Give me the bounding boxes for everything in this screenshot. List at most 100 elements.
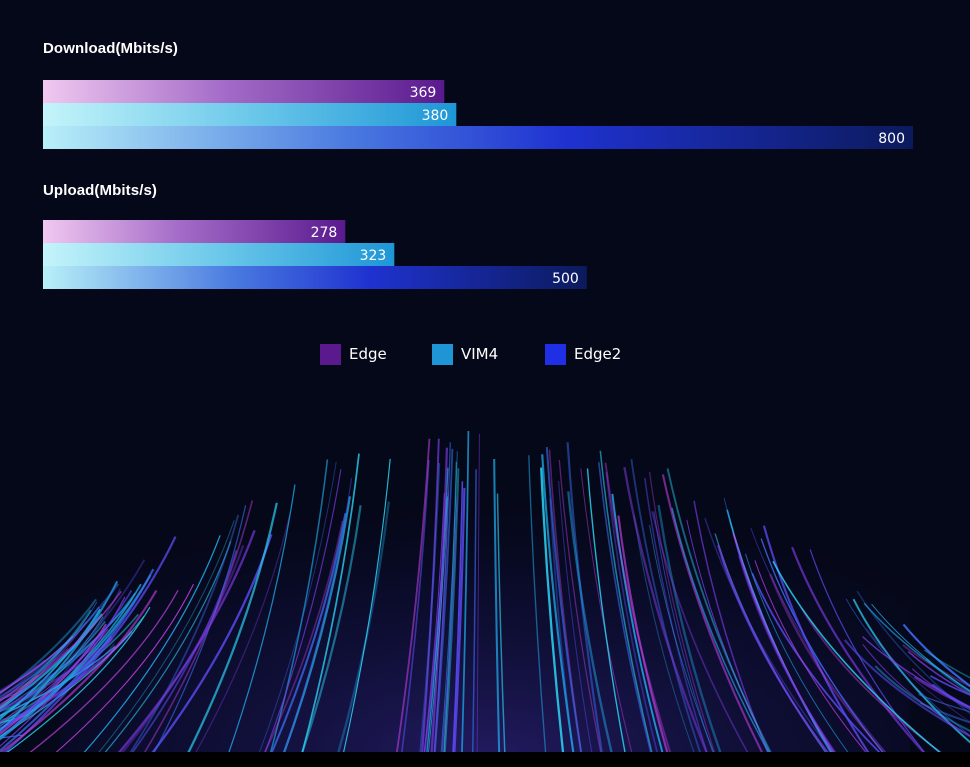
light-streak	[282, 496, 352, 756]
light-streak	[528, 455, 547, 756]
light-streak	[0, 580, 119, 732]
legend-item-edge2: Edge2	[545, 343, 621, 365]
light-streak	[395, 438, 431, 756]
light-streak	[809, 549, 927, 756]
light-streak	[754, 560, 869, 756]
light-streak	[0, 703, 21, 713]
light-streak	[440, 451, 458, 756]
upload-bar-edge	[43, 220, 346, 243]
light-streak	[902, 644, 970, 688]
light-streak	[258, 461, 337, 756]
light-streak	[0, 688, 27, 701]
legend-item-edge: Edge	[320, 343, 387, 365]
light-streak	[907, 651, 970, 696]
legend-label-edge: Edge	[349, 345, 387, 363]
light-streak	[911, 668, 970, 711]
legend: Edge VIM4 Edge2	[0, 343, 970, 365]
light-streak	[0, 628, 109, 723]
light-streak	[931, 683, 970, 709]
download-value-label-edge2: 800	[878, 131, 905, 147]
light-streak	[3, 606, 151, 756]
light-streak	[433, 492, 449, 756]
light-streak	[269, 459, 329, 756]
light-streak	[441, 496, 458, 756]
light-streak	[421, 438, 440, 756]
light-streak	[648, 471, 716, 756]
download-bar-edge	[43, 80, 445, 103]
legend-label-vim4: VIM4	[461, 345, 499, 363]
light-streak	[81, 535, 221, 756]
light-streak	[461, 430, 470, 756]
light-streak	[657, 504, 723, 756]
light-streaks-background	[0, 380, 970, 756]
light-streak	[0, 685, 47, 713]
light-streak	[0, 621, 106, 717]
light-streak	[902, 623, 970, 688]
bottom-strip	[0, 752, 970, 767]
legend-swatch-edge2	[545, 343, 566, 365]
light-streak	[0, 609, 92, 709]
light-streak	[630, 459, 702, 756]
light-streak	[493, 458, 501, 756]
upload-value-label-edge: 278	[311, 225, 338, 241]
light-streak	[0, 665, 38, 691]
light-streak	[580, 468, 633, 756]
light-streak	[26, 589, 179, 756]
light-streak	[0, 589, 158, 755]
light-streak	[0, 674, 39, 702]
light-streak	[720, 556, 831, 756]
light-streak	[791, 546, 927, 756]
light-streak	[651, 511, 750, 756]
light-streak	[300, 453, 360, 756]
light-streak	[452, 481, 464, 756]
light-streak	[0, 590, 122, 707]
light-streak	[623, 467, 709, 756]
light-streak	[300, 505, 362, 756]
download-value-label-edge: 369	[410, 85, 437, 101]
upload-bar-edge2	[43, 266, 587, 289]
light-streak	[227, 484, 296, 756]
light-streak	[186, 502, 278, 756]
upload-value-label-edge2: 500	[552, 271, 579, 287]
upload-bar-vim4	[43, 243, 395, 266]
light-streak	[913, 676, 970, 709]
light-streak	[0, 734, 24, 739]
bars-layer: 369 380 800 278 323 500	[43, 80, 913, 289]
legend-label-edge2: Edge2	[574, 345, 622, 363]
light-streak	[605, 472, 659, 756]
light-streak	[863, 602, 970, 692]
light-streak	[0, 615, 145, 737]
light-streak	[599, 450, 654, 756]
light-streak	[453, 487, 466, 756]
light-streak	[0, 638, 113, 712]
light-streak	[929, 675, 970, 696]
light-streak	[918, 693, 970, 713]
light-streak	[496, 493, 506, 756]
download-value-label-vim4: 380	[422, 108, 449, 124]
light-streak	[760, 538, 886, 756]
light-streak	[0, 568, 155, 752]
light-streak	[745, 553, 851, 756]
light-streak	[476, 433, 480, 756]
light-streak	[704, 517, 835, 756]
light-streak	[400, 459, 430, 756]
light-streak	[558, 459, 602, 756]
light-streak	[96, 520, 235, 756]
legend-swatch-vim4	[432, 343, 453, 365]
upload-chart-title: Upload(Mbits/s)	[43, 182, 157, 199]
light-streak	[102, 541, 232, 756]
light-streak	[604, 462, 672, 756]
light-streak	[633, 515, 696, 756]
light-streak	[649, 525, 716, 756]
light-streak	[443, 468, 460, 756]
light-streak	[52, 583, 195, 756]
light-streak	[874, 665, 970, 733]
light-streak	[0, 659, 46, 693]
light-streak	[661, 474, 765, 756]
light-streak	[0, 608, 101, 721]
light-streak	[342, 458, 391, 756]
light-streak	[0, 583, 120, 700]
light-streak	[611, 493, 665, 756]
light-streak	[671, 507, 771, 756]
upload-value-label-vim4: 323	[360, 248, 387, 264]
